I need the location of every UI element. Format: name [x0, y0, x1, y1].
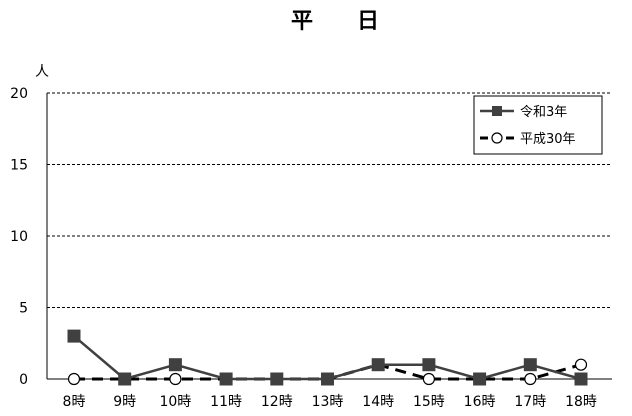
x-tick-label: 11時	[210, 394, 242, 410]
data-point	[473, 372, 487, 386]
data-point	[574, 372, 588, 386]
y-tick-label-15: 15	[10, 158, 28, 174]
data-point	[422, 358, 436, 372]
legend-entry-1: 令和3年	[480, 105, 567, 120]
legend-swatch-marker	[492, 106, 502, 116]
legend-label: 平成30年	[520, 132, 576, 147]
x-tick-label: 13時	[312, 394, 344, 410]
data-point	[169, 372, 182, 386]
y-tick-label-0: 0	[19, 372, 28, 388]
y-tick-label-20: 20	[10, 86, 28, 102]
y-tick-labels: 0 5 10 15 20	[10, 86, 28, 388]
x-tick-labels: 8時 9時 10時 11時 12時 13時 14時 15時 16時 17時 18時	[63, 394, 597, 410]
x-tick-label: 17時	[514, 394, 546, 410]
series-1-markers	[67, 329, 588, 386]
grid-lines	[47, 92, 612, 308]
x-tick-label: 12時	[261, 394, 293, 410]
series-group	[67, 329, 588, 386]
x-tick-label: 10時	[159, 394, 191, 410]
x-tick-label: 18時	[565, 394, 597, 410]
data-point	[422, 372, 435, 386]
chart-title: 平 日	[291, 9, 379, 34]
legend-swatch-marker	[491, 132, 503, 144]
y-tick-label-5: 5	[19, 301, 28, 317]
legend-box	[473, 95, 603, 155]
data-point	[523, 358, 537, 372]
x-tick-label: 16時	[464, 394, 496, 410]
data-point	[67, 372, 81, 386]
y-tick-label-10: 10	[10, 229, 28, 245]
legend-label: 令和3年	[520, 105, 567, 120]
data-point	[270, 372, 284, 386]
x-tick-label: 9時	[113, 394, 136, 410]
data-point	[321, 372, 334, 386]
data-point	[371, 358, 385, 372]
data-point	[168, 358, 182, 372]
data-point	[524, 372, 537, 386]
x-tick-label: 8時	[63, 394, 86, 410]
y-axis-unit-label: 人	[35, 64, 49, 80]
x-tick-label: 15時	[413, 394, 445, 410]
x-tick-label: 14時	[362, 394, 394, 410]
data-point	[118, 372, 132, 386]
data-point	[67, 329, 81, 343]
data-point	[574, 358, 588, 371]
legend-entry-2: 平成30年	[480, 132, 576, 147]
data-point	[219, 372, 233, 386]
